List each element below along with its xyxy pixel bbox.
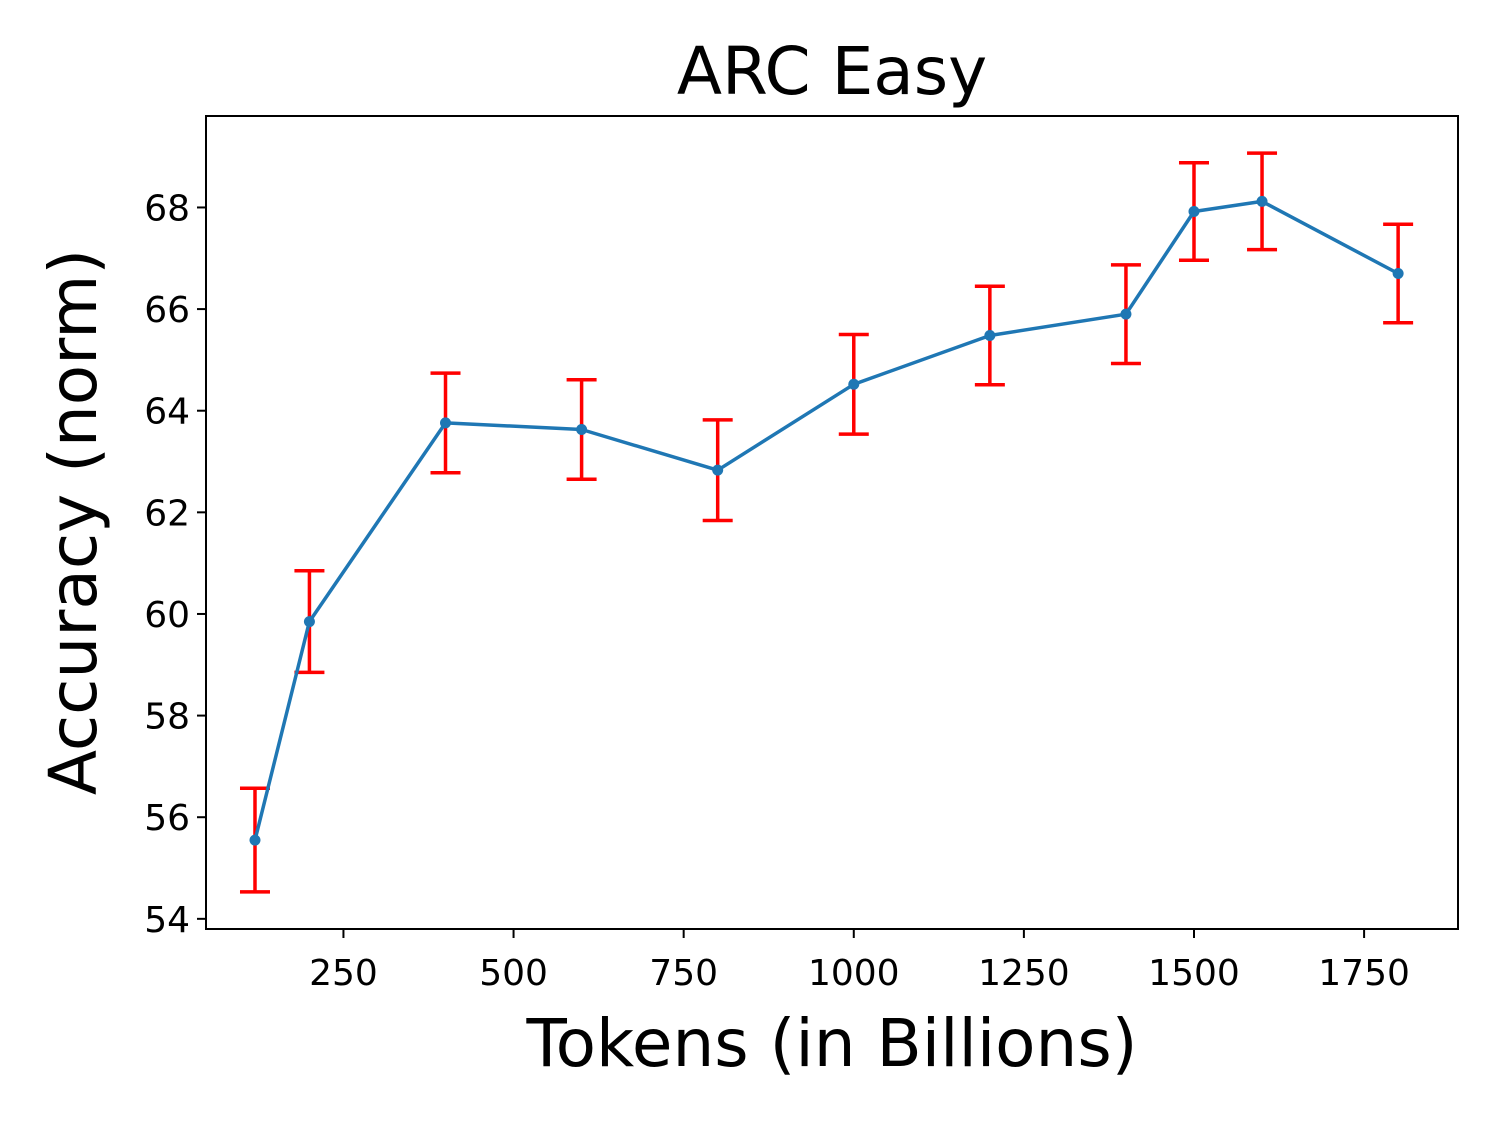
- x-tick-label: 500: [479, 953, 548, 994]
- chart-title: ARC Easy: [677, 33, 987, 110]
- x-tick-label: 750: [649, 953, 718, 994]
- x-tick-label: 1000: [808, 953, 900, 994]
- x-tick-label: 1500: [1148, 953, 1240, 994]
- data-point: [1256, 195, 1268, 207]
- plot-area: [239, 151, 1414, 894]
- y-tick-label: 60: [144, 595, 190, 636]
- data-point: [848, 378, 860, 390]
- y-tick-label: 56: [144, 798, 190, 839]
- x-tick-label: 1250: [978, 953, 1070, 994]
- series-line: [253, 199, 1399, 841]
- data-point: [303, 616, 315, 628]
- data-point: [440, 417, 452, 429]
- x-tick-label: 250: [309, 953, 378, 994]
- y-tick-label: 64: [144, 392, 190, 433]
- y-tick-label: 62: [144, 493, 190, 534]
- data-point: [1188, 206, 1200, 218]
- y-axis-label: Accuracy (norm): [35, 249, 112, 795]
- x-axis-label: Tokens (in Billions): [525, 1005, 1137, 1082]
- data-point: [1120, 308, 1132, 320]
- x-tick-label: 1750: [1318, 953, 1410, 994]
- y-tick-label: 58: [144, 697, 190, 738]
- data-point: [249, 834, 261, 846]
- data-point: [712, 464, 724, 476]
- data-point: [984, 330, 996, 342]
- y-tick-label: 54: [144, 900, 190, 941]
- data-point: [1392, 268, 1404, 280]
- plot-frame: [205, 115, 1459, 930]
- x-axis: 250 500 750 1000 1250 1500 1750: [309, 929, 1410, 994]
- y-tick-label: 68: [144, 188, 190, 229]
- y-tick-label: 66: [144, 290, 190, 331]
- data-point: [576, 424, 588, 436]
- y-axis: 54 56 58 60 62 64 66 68: [144, 188, 206, 941]
